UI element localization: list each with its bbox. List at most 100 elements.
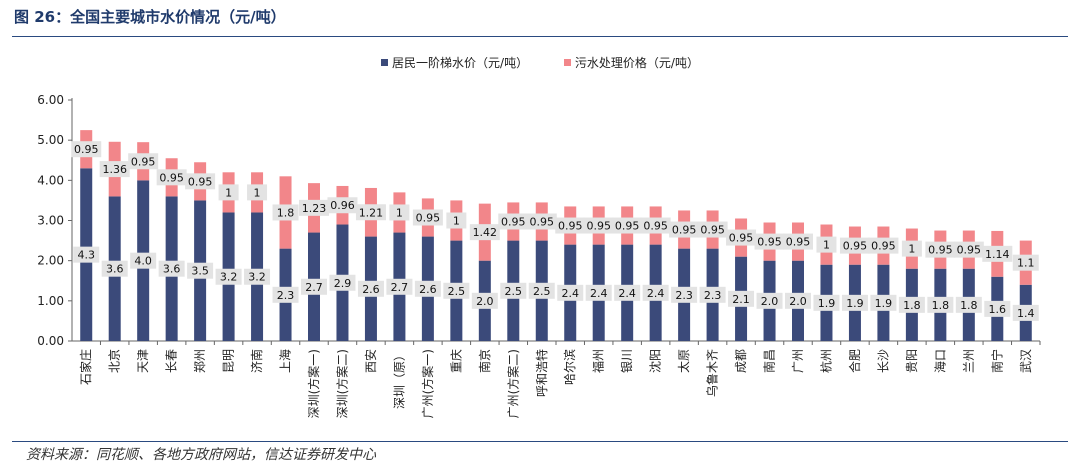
- data-label-base-price: 2.6: [419, 283, 437, 296]
- x-category-label: 北京: [108, 349, 122, 373]
- y-tick-label: 0.00: [37, 334, 64, 348]
- x-category-label: 成都: [734, 349, 748, 373]
- data-label-sewage-price: 0.95: [957, 244, 982, 257]
- data-label-base-price: 2.3: [277, 289, 295, 302]
- data-label-base-price: 1.8: [960, 299, 978, 312]
- data-label-base-price: 2.1: [732, 293, 750, 306]
- data-label-sewage-price: 1.14: [985, 248, 1010, 261]
- x-category-label: 贵阳: [905, 349, 919, 373]
- y-tick-label: 6.00: [37, 93, 64, 107]
- data-label-sewage-price: 0.95: [131, 155, 156, 168]
- x-category-label: 杭州: [818, 349, 833, 373]
- source-rule: [12, 441, 1068, 442]
- x-category-label: 哈尔滨: [562, 349, 577, 385]
- x-category-label: 广州(方案一): [420, 349, 435, 418]
- data-label-sewage-price: 0.95: [871, 240, 896, 253]
- data-label-base-price: 2.0: [761, 295, 779, 308]
- data-label-base-price: 1.4: [1017, 307, 1035, 320]
- data-label-base-price: 3.5: [191, 265, 209, 278]
- data-label-base-price: 2.6: [362, 283, 380, 296]
- y-tick-label: 2.00: [37, 254, 64, 268]
- data-label-sewage-price: 1: [396, 206, 403, 219]
- data-label-sewage-price: 1.21: [359, 206, 384, 219]
- x-category-label: 郑州: [192, 349, 207, 373]
- y-tick-label: 4.00: [37, 173, 64, 187]
- x-category-label: 沈阳: [648, 349, 663, 373]
- data-label-sewage-price: 0.95: [729, 232, 754, 245]
- data-label-base-price: 1.6: [989, 303, 1007, 316]
- x-category-label: 上海: [278, 349, 293, 373]
- x-category-label: 合肥: [847, 349, 862, 373]
- data-label-sewage-price: 1: [908, 243, 915, 256]
- y-tick-label: 3.00: [37, 214, 64, 228]
- data-label-sewage-price: 1: [254, 186, 261, 199]
- data-label-sewage-price: 0.95: [843, 240, 868, 253]
- data-label-sewage-price: 0.95: [416, 211, 441, 224]
- x-category-label: 福州: [591, 349, 606, 373]
- data-label-sewage-price: 0.95: [928, 244, 953, 257]
- data-label-sewage-price: 0.96: [330, 199, 355, 212]
- x-category-label: 海口: [932, 349, 947, 373]
- data-label-sewage-price: 0.95: [558, 220, 583, 233]
- data-label-sewage-price: 0.95: [786, 236, 811, 249]
- data-label-sewage-price: 1.23: [302, 202, 327, 215]
- data-label-base-price: 3.2: [220, 271, 238, 284]
- y-tick-label: 5.00: [37, 133, 64, 147]
- data-label-base-price: 2.3: [704, 289, 722, 302]
- data-label-sewage-price: 0.95: [501, 216, 526, 229]
- data-label-sewage-price: 1: [453, 215, 460, 228]
- data-label-base-price: 2.4: [561, 287, 579, 300]
- x-category-label: 长春: [165, 349, 179, 373]
- data-label-base-price: 1.9: [818, 297, 836, 310]
- x-category-label: 乌鲁木齐: [705, 349, 720, 397]
- data-label-base-price: 4.0: [134, 255, 152, 268]
- data-label-sewage-price: 1.36: [102, 163, 127, 176]
- data-label-base-price: 4.3: [77, 249, 95, 262]
- x-category-label: 南宁: [989, 349, 1004, 373]
- data-label-sewage-price: 0.95: [672, 224, 697, 237]
- data-label-sewage-price: 0.95: [159, 171, 184, 184]
- x-category-label: 南京: [477, 349, 492, 373]
- data-label-base-price: 2.9: [334, 277, 352, 290]
- data-label-base-price: 2.5: [505, 285, 523, 298]
- data-label-sewage-price: 0.95: [615, 220, 640, 233]
- stacked-bar-chart: 0.001.002.003.004.005.006.004.30.95石家庄3.…: [0, 0, 1080, 440]
- y-tick-label: 1.00: [37, 294, 64, 308]
- x-category-label: 南昌: [762, 349, 777, 373]
- data-label-sewage-price: 0.95: [74, 143, 99, 156]
- data-label-base-price: 3.6: [163, 263, 181, 276]
- data-label-base-price: 2.7: [391, 281, 409, 294]
- data-label-base-price: 1.9: [846, 297, 864, 310]
- data-label-base-price: 2.0: [789, 295, 807, 308]
- data-label-sewage-price: 1: [225, 186, 232, 199]
- x-category-label: 济南: [249, 349, 264, 373]
- data-label-base-price: 2.5: [533, 285, 551, 298]
- data-label-sewage-price: 0.95: [530, 216, 555, 229]
- data-label-base-price: 2.3: [675, 289, 693, 302]
- data-label-sewage-price: 1.8: [277, 206, 295, 219]
- data-label-base-price: 3.2: [248, 271, 266, 284]
- data-label-sewage-price: 0.95: [643, 220, 668, 233]
- data-label-base-price: 2.4: [618, 287, 636, 300]
- data-label-sewage-price: 1.42: [473, 226, 498, 239]
- x-category-label: 重庆: [449, 349, 463, 373]
- data-label-sewage-price: 1.1: [1017, 257, 1035, 270]
- data-label-base-price: 1.8: [903, 299, 921, 312]
- x-category-label: 长沙: [876, 349, 890, 373]
- data-label-base-price: 1.9: [875, 297, 893, 310]
- x-category-label: 兰州: [962, 349, 976, 373]
- data-label-base-price: 2.5: [448, 285, 466, 298]
- x-category-label: 广州(方案二): [505, 349, 520, 418]
- x-category-label: 广州: [791, 349, 805, 373]
- data-label-sewage-price: 0.95: [188, 175, 213, 188]
- source-note: 资料来源：同花顺、各地方政府网站，信达证券研发中心: [26, 444, 376, 464]
- x-category-label: 武汉: [1019, 349, 1033, 373]
- x-category-label: 深圳(方案二): [334, 349, 349, 418]
- data-label-base-price: 2.7: [305, 281, 323, 294]
- data-label-sewage-price: 0.95: [586, 220, 611, 233]
- x-category-label: 呼和浩特: [534, 349, 549, 397]
- x-category-label: 深圳（原）: [392, 349, 406, 409]
- data-label-base-price: 2.0: [476, 295, 494, 308]
- data-label-sewage-price: 0.95: [757, 236, 782, 249]
- x-category-label: 深圳(方案一): [306, 349, 321, 418]
